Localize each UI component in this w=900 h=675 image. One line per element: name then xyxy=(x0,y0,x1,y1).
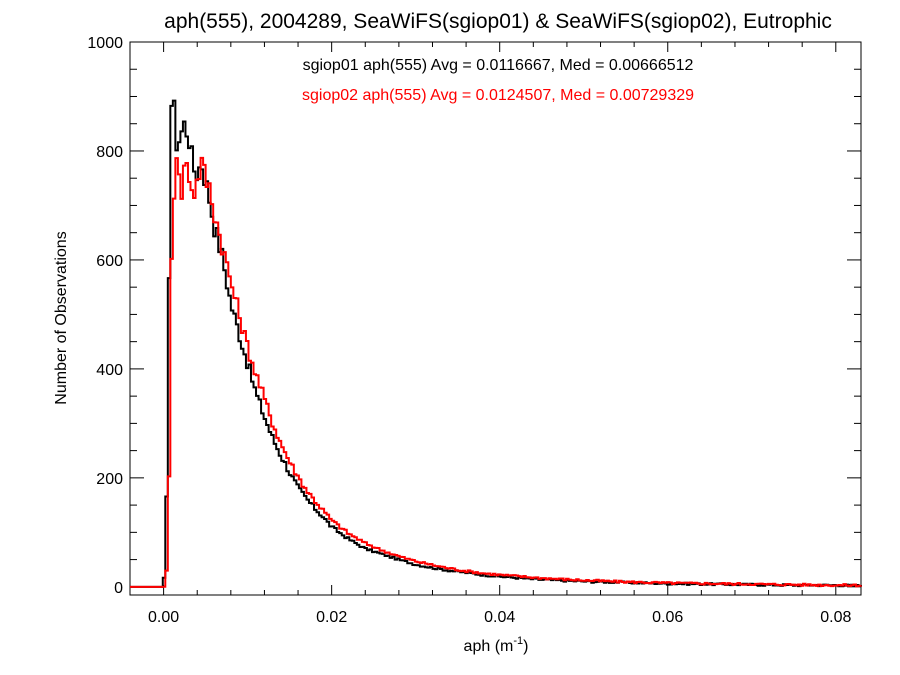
y-axis-label: Number of Observations xyxy=(53,231,70,404)
chart-title: aph(555), 2004289, SeaWiFS(sgiop01) & Se… xyxy=(164,10,832,33)
y-tick-label: 400 xyxy=(96,362,123,379)
series-line-sgiop02 xyxy=(130,156,862,588)
y-axis-tick-labels: 0 200 400 600 800 1000 xyxy=(87,35,123,597)
x-axis-label: aph (m-1) xyxy=(464,635,529,655)
y-axis-ticks xyxy=(130,41,861,588)
series-layer xyxy=(130,99,862,588)
y-tick-label: 0 xyxy=(114,580,123,597)
x-tick-label: 0.00 xyxy=(148,609,179,626)
legend-entry-sgiop01: sgiop01 aph(555) Avg = 0.0116667, Med = … xyxy=(303,57,694,74)
y-tick-label: 800 xyxy=(96,144,123,161)
x-tick-label: 0.06 xyxy=(652,609,683,626)
x-axis-label-superscript: -1 xyxy=(513,635,523,647)
x-axis-label-base: aph (m xyxy=(464,638,514,655)
x-axis-ticks xyxy=(129,42,837,595)
x-tick-label: 0.08 xyxy=(820,609,851,626)
legend-entry-sgiop02: sgiop02 aph(555) Avg = 0.0124507, Med = … xyxy=(302,87,694,104)
x-tick-label: 0.04 xyxy=(484,609,515,626)
x-axis-tick-labels: 0.00 0.02 0.04 0.06 0.08 xyxy=(148,609,851,626)
y-tick-label: 1000 xyxy=(87,35,123,52)
series-line-sgiop01 xyxy=(130,99,862,588)
x-axis-label-close: ) xyxy=(523,638,528,655)
y-tick-label: 600 xyxy=(96,253,123,270)
x-tick-label: 0.02 xyxy=(316,609,347,626)
y-tick-label: 200 xyxy=(96,471,123,488)
plot-frame xyxy=(129,41,862,596)
